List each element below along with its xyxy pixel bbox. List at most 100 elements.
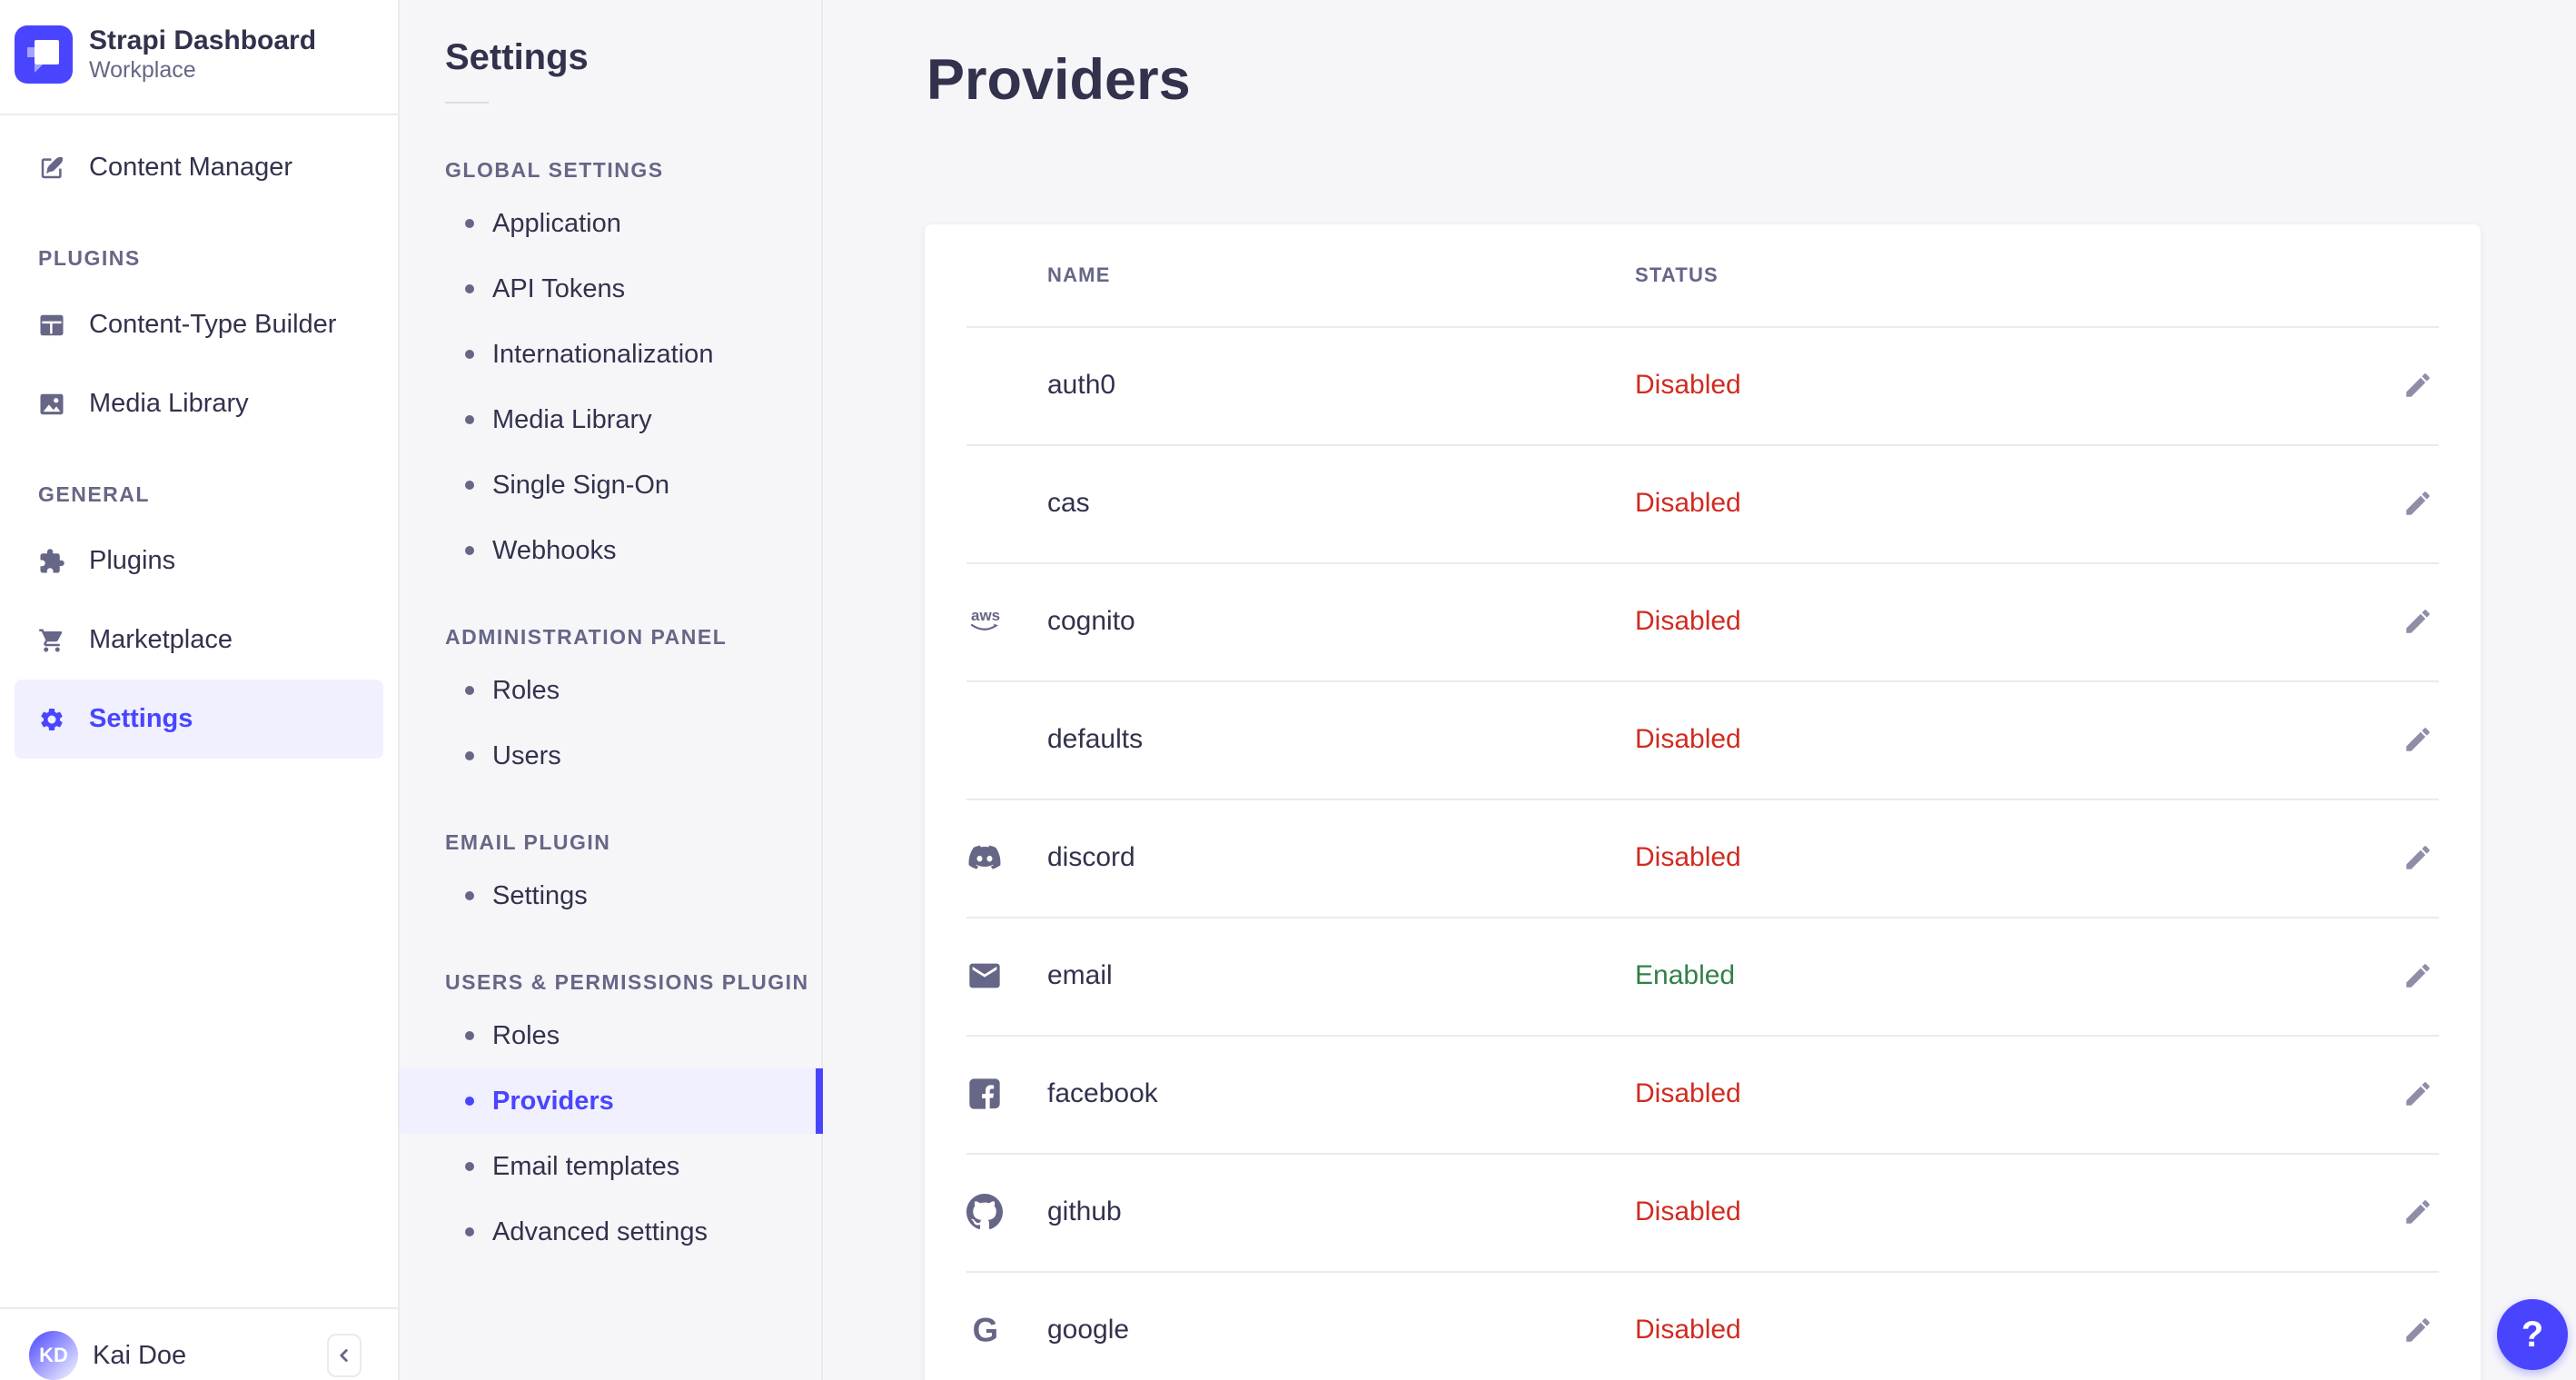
subnav-section-label-administration-panel: ADMINISTRATION PANEL [445, 624, 728, 649]
edit-provider-button[interactable] [2397, 601, 2439, 642]
sidebar-section-label-plugins: PLUGINS [38, 245, 141, 270]
settings-nav-item-api-tokens[interactable]: API Tokens [400, 256, 821, 322]
settings-nav-item-roles[interactable]: Roles [400, 658, 821, 723]
settings-nav-item-label: Roles [492, 1020, 560, 1050]
edit-provider-button[interactable] [2397, 1191, 2439, 1233]
sidebar-item-marketplace[interactable]: Marketplace [0, 601, 398, 680]
settings-nav-item-label: Providers [492, 1086, 614, 1116]
provider-row-facebook[interactable]: facebook Disabled [925, 1035, 2481, 1153]
sidebar-item-pill[interactable]: Marketplace [15, 601, 383, 680]
bullet-icon [465, 1227, 474, 1236]
sidebar-item-label: Plugins [89, 546, 176, 575]
settings-nav-item-label: Internationalization [492, 339, 714, 369]
settings-nav-item-providers[interactable]: Providers [400, 1068, 823, 1134]
collapse-sidebar-button[interactable] [327, 1334, 362, 1377]
aws-icon: aws [966, 603, 1047, 640]
provider-name: cognito [1047, 606, 1135, 636]
sidebar-item-content-manager[interactable]: Content Manager [0, 128, 398, 207]
provider-row-cognito[interactable]: aws cognito Disabled [925, 562, 2481, 680]
workspace-subtitle: Workplace [89, 57, 196, 83]
discord-icon [966, 839, 1047, 876]
sidebar-item-settings[interactable]: Settings [0, 680, 398, 759]
bullet-icon [465, 481, 474, 490]
settings-nav-item-settings[interactable]: Settings [400, 863, 821, 928]
sidebar-item-plugins[interactable]: Plugins [0, 521, 398, 601]
settings-nav-item-application[interactable]: Application [400, 191, 821, 256]
edit-provider-button[interactable] [2397, 837, 2439, 879]
provider-status: Disabled [1635, 1196, 1741, 1226]
bullet-icon [465, 546, 474, 555]
pencil-icon [2403, 370, 2433, 401]
pencil-icon [2403, 606, 2433, 637]
provider-row-discord[interactable]: discord Disabled [925, 799, 2481, 917]
bullet-icon [465, 219, 474, 228]
pencil-icon [2403, 724, 2433, 755]
workspace-brand[interactable]: Strapi Dashboard Workplace [0, 0, 398, 84]
chevron-left-icon [334, 1345, 354, 1365]
pencil-icon [2403, 960, 2433, 991]
settings-icon [38, 706, 65, 733]
provider-status: Disabled [1635, 842, 1741, 872]
main-sidebar: Strapi Dashboard Workplace Content Manag… [0, 0, 400, 1380]
settings-nav-item-roles[interactable]: Roles [400, 1003, 821, 1068]
help-button[interactable]: ? [2497, 1299, 2568, 1370]
svg-text:G: G [973, 1312, 999, 1348]
provider-name: facebook [1047, 1078, 1158, 1108]
settings-nav-item-label: Single Sign-On [492, 470, 670, 500]
user-name: Kai Doe [93, 1340, 187, 1370]
settings-nav-item-email-templates[interactable]: Email templates [400, 1134, 821, 1199]
settings-nav-item-label: Advanced settings [492, 1216, 708, 1246]
settings-nav-item-advanced-settings[interactable]: Advanced settings [400, 1199, 821, 1265]
edit-provider-button[interactable] [2397, 1073, 2439, 1115]
subnav-section-label-users-and-permissions-plugin: USERS & PERMISSIONS PLUGIN [445, 969, 809, 994]
settings-nav-item-single-sign-on[interactable]: Single Sign-On [400, 452, 821, 518]
sidebar-item-content-type-builder[interactable]: Content-Type Builder [0, 285, 398, 364]
facebook-icon [966, 1076, 1047, 1112]
edit-provider-button[interactable] [2397, 1309, 2439, 1351]
content-type-builder-icon [38, 312, 65, 339]
provider-status: Disabled [1635, 488, 1741, 518]
provider-actions [2262, 1191, 2439, 1233]
provider-actions [2262, 364, 2439, 406]
sidebar-footer: KD Kai Doe [0, 1307, 398, 1380]
sidebar-item-pill[interactable]: Settings [15, 680, 383, 759]
plugins-icon [38, 548, 65, 575]
provider-row-defaults[interactable]: defaults Disabled [925, 680, 2481, 799]
subnav-title-divider [445, 102, 489, 104]
settings-nav-item-webhooks[interactable]: Webhooks [400, 518, 821, 583]
sidebar-item-label: Marketplace [89, 625, 233, 654]
pencil-icon [2403, 1196, 2433, 1227]
provider-row-cas[interactable]: cas Disabled [925, 444, 2481, 562]
provider-name: defaults [1047, 724, 1144, 754]
edit-provider-button[interactable] [2397, 955, 2439, 997]
sidebar-item-pill[interactable]: Content-Type Builder [15, 285, 383, 364]
provider-row-auth0[interactable]: auth0 Disabled [925, 326, 2481, 444]
sidebar-item-pill[interactable]: Media Library [15, 364, 383, 443]
sidebar-item-pill[interactable]: Content Manager [15, 128, 383, 207]
edit-provider-button[interactable] [2397, 719, 2439, 760]
bullet-icon [465, 1031, 474, 1040]
provider-name: discord [1047, 842, 1135, 872]
edit-provider-button[interactable] [2397, 364, 2439, 406]
provider-name: auth0 [1047, 370, 1116, 400]
provider-name: email [1047, 960, 1113, 990]
subnav-sections: GLOBAL SETTINGS Application API Tokens Inte… [400, 156, 823, 1265]
provider-status: Disabled [1635, 724, 1741, 754]
bullet-icon [465, 284, 474, 293]
avatar[interactable]: KD [29, 1331, 78, 1380]
google-icon: G [966, 1312, 1047, 1348]
settings-nav-item-users[interactable]: Users [400, 723, 821, 789]
sidebar-footer-divider [0, 1307, 398, 1309]
subnav-section-label-email-plugin: EMAIL PLUGIN [445, 829, 611, 854]
sidebar-item-media-library[interactable]: Media Library [0, 364, 398, 443]
edit-provider-button[interactable] [2397, 482, 2439, 524]
provider-actions [2262, 719, 2439, 760]
provider-row-email[interactable]: email Enabled [925, 917, 2481, 1035]
providers-table-header: NAME STATUS [925, 224, 2481, 326]
sidebar-item-pill[interactable]: Plugins [15, 521, 383, 601]
settings-nav-item-internationalization[interactable]: Internationalization [400, 322, 821, 387]
provider-row-github[interactable]: github Disabled [925, 1153, 2481, 1271]
provider-status: Disabled [1635, 1078, 1741, 1108]
settings-nav-item-media-library[interactable]: Media Library [400, 387, 821, 452]
